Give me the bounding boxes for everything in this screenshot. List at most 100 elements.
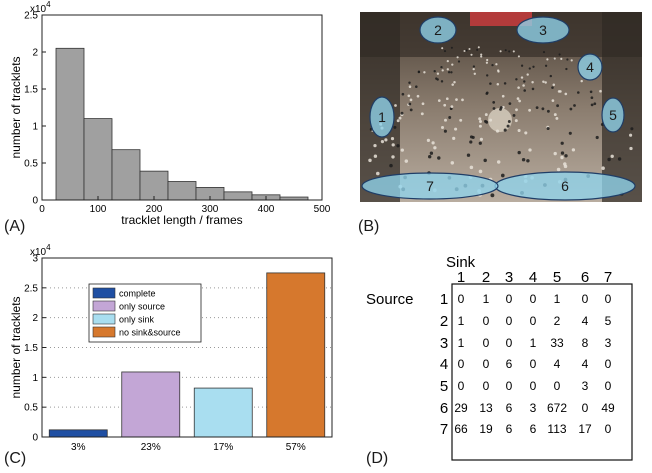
pedestrian <box>444 118 447 122</box>
pedestrian <box>469 165 474 170</box>
histogram-bar <box>167 181 197 201</box>
pedestrian <box>454 127 458 131</box>
matrix-cell: 0 <box>506 314 513 328</box>
matrix-cell: 4 <box>554 357 561 371</box>
x-tick-label: 17% <box>213 442 233 453</box>
matrix-cell: 29 <box>454 401 468 415</box>
matrix-row-header: 3 <box>440 335 448 352</box>
pedestrian <box>492 101 496 104</box>
histogram-bar <box>139 170 169 201</box>
region-ellipse <box>419 16 457 44</box>
pedestrian <box>443 50 447 53</box>
pedestrian <box>469 140 473 144</box>
pedestrian <box>401 92 405 96</box>
matrix-cell: 0 <box>506 379 513 393</box>
pedestrian <box>486 58 489 62</box>
pedestrian <box>459 118 463 122</box>
x-tick-label: 23% <box>141 442 161 453</box>
pedestrian <box>520 76 524 79</box>
entry-exit-regions: 1 2 3 4 5 6 7 <box>361 16 636 201</box>
matrix-row-header: 1 <box>440 291 448 308</box>
matrix-cell: 0 <box>605 379 612 393</box>
matrix-cell: 0 <box>458 357 465 371</box>
pedestrian <box>466 153 471 157</box>
matrix-cell: 0 <box>554 379 561 393</box>
region-ellipse <box>516 16 570 44</box>
pedestrian <box>477 46 480 49</box>
pedestrian <box>396 144 400 148</box>
matrix-column-header: 3 <box>505 269 513 286</box>
pedestrian <box>452 136 456 140</box>
x-tick-label: 0 <box>39 204 45 215</box>
pedestrian <box>565 67 568 71</box>
region-label: 7 <box>426 178 434 194</box>
pedestrian <box>564 154 568 158</box>
x-axis-label: tracklet length / frames <box>121 213 242 227</box>
matrix-column-header: 7 <box>604 269 612 286</box>
pedestrian <box>447 71 451 74</box>
pedestrian <box>443 103 447 107</box>
pedestrian <box>522 84 525 87</box>
matrix-cell: 0 <box>483 336 490 350</box>
matrix-column-header: 2 <box>482 269 490 286</box>
flag <box>470 12 532 26</box>
pedestrian <box>437 99 441 102</box>
pedestrian <box>517 150 521 155</box>
matrix-cell: 0 <box>458 379 465 393</box>
pedestrian <box>508 102 512 105</box>
x-tick-label: 57% <box>286 442 306 453</box>
matrix-cell: 6 <box>506 422 513 436</box>
pedestrian <box>404 159 409 163</box>
pedestrian <box>590 96 594 100</box>
pedestrian <box>478 117 482 121</box>
pedestrian <box>517 55 520 58</box>
pedestrian <box>389 163 393 168</box>
matrix-cell: 0 <box>582 292 589 306</box>
matrix-cell: 0 <box>582 401 589 415</box>
pedestrian <box>409 108 413 112</box>
matrix-cell: 0 <box>483 379 490 393</box>
pedestrian <box>368 158 372 163</box>
matrix-cell: 672 <box>547 401 567 415</box>
pedestrian <box>528 108 532 112</box>
legend-swatch <box>92 300 116 312</box>
pedestrian <box>486 74 489 77</box>
pedestrian <box>375 171 380 176</box>
pedestrian <box>431 141 435 145</box>
pedestrian <box>524 131 528 135</box>
pedestrian <box>472 65 476 68</box>
pedestrian <box>542 51 546 54</box>
legend-swatch <box>92 287 116 299</box>
x-tick-label: 400 <box>258 204 275 215</box>
pedestrian <box>512 113 516 117</box>
y-tick-label: 2 <box>32 48 38 59</box>
legend-label: complete <box>119 289 156 299</box>
region-ellipse <box>369 96 395 138</box>
pedestrian <box>391 143 395 147</box>
pedestrian <box>526 73 529 76</box>
region-label: 3 <box>539 22 547 38</box>
pedestrian <box>501 94 505 98</box>
pedestrian <box>573 104 576 107</box>
pedestrian <box>441 69 444 72</box>
pedestrian <box>433 70 436 73</box>
x-tick-label: 500 <box>314 204 331 215</box>
pedestrian <box>463 49 466 53</box>
pedestrian <box>629 133 633 137</box>
matrix-cell: 0 <box>605 422 612 436</box>
pedestrian <box>489 82 492 85</box>
pedestrian <box>506 124 510 128</box>
pedestrian <box>489 118 493 122</box>
pedestrian <box>446 68 449 71</box>
category-bar <box>48 429 108 438</box>
pedestrian <box>551 99 555 102</box>
y-tick-label: 2.5 <box>24 283 38 294</box>
matrix-cell: 4 <box>582 357 589 371</box>
pedestrian <box>512 50 515 53</box>
pedestrian <box>570 59 573 62</box>
pedestrian <box>551 86 554 89</box>
pedestrian <box>630 127 634 131</box>
pedestrian <box>560 151 565 155</box>
pedestrian <box>373 154 378 158</box>
